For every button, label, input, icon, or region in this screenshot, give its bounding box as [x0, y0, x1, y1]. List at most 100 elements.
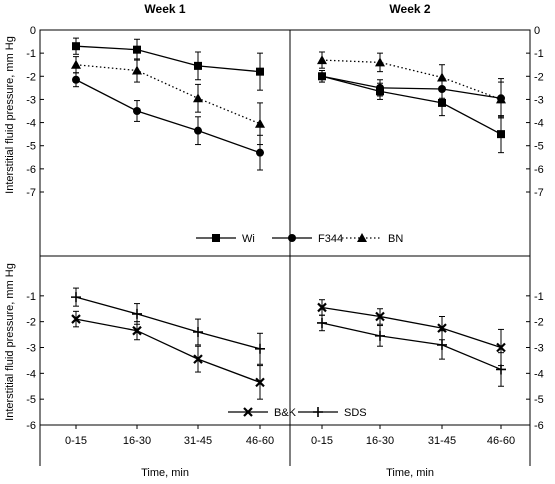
panel-bottom-left: -1 -2 -3 -4 -5 -6 0-15 16-30 31-45 46-60 [26, 287, 274, 447]
y-tick-label: -3 [26, 94, 36, 106]
series-line [321, 75, 502, 99]
panel-bottom-right: -1 -2 -3 -4 -5 -6 0-15 16-30 31-45 46-60 [311, 291, 544, 447]
y-tick-label: -2 [26, 317, 36, 329]
y-tick-label: -1 [534, 291, 544, 303]
legend-marker [288, 234, 296, 242]
y-tick-label: -6 [534, 164, 544, 176]
legend-label: B&K [274, 407, 297, 419]
panel-top-left: 0 -1 -2 -3 -4 -5 -6 -7 [26, 25, 265, 199]
panel-frames [39, 29, 531, 466]
data-point [132, 325, 142, 336]
legend-SDS: SDS [298, 407, 367, 419]
series-B&K [317, 299, 506, 367]
series-BN [317, 51, 506, 118]
y-tick-label: -6 [26, 164, 36, 176]
data-point [256, 148, 264, 157]
series-line [321, 59, 502, 101]
data-point [132, 308, 142, 319]
data-point [194, 126, 202, 135]
y-tick-label: -1 [534, 48, 544, 60]
series-line [321, 306, 502, 349]
y-tick-label: -2 [534, 71, 544, 83]
y-tick-label: -3 [26, 343, 36, 355]
data-point [255, 118, 265, 128]
series-line [75, 296, 261, 350]
data-point [71, 314, 81, 324]
y-tick-label: -6 [26, 420, 36, 432]
y-tick-label: -2 [534, 317, 544, 329]
x-tick-label: 31-45 [428, 435, 456, 447]
y-tick-label: -4 [534, 118, 544, 130]
data-point [437, 72, 447, 82]
series-Wi [72, 37, 264, 91]
legend-marker [313, 407, 323, 417]
y-tick-label: -5 [534, 394, 544, 406]
legend-label: F344 [318, 233, 343, 245]
y-tick-label: 0 [534, 25, 540, 37]
y-tick-label: -5 [26, 141, 36, 153]
data-point [497, 130, 505, 139]
data-point [72, 75, 80, 84]
right-xlabel: Time, min [386, 467, 434, 479]
y-tick-label: -2 [26, 71, 36, 83]
legend-label: BN [388, 233, 403, 245]
series-SDS [71, 287, 265, 365]
data-point [375, 311, 385, 322]
data-point [375, 57, 385, 67]
y-tick-label: -1 [26, 291, 36, 303]
data-point [193, 93, 203, 103]
bottom-ylabel: Interstitial fluid pressure, mm Hg [4, 263, 16, 421]
data-point [496, 94, 506, 104]
x-tick-label: 31-45 [184, 435, 212, 447]
data-point [376, 83, 384, 92]
series-F344 [72, 72, 264, 171]
data-point [72, 42, 80, 51]
data-point [71, 59, 81, 69]
data-point [193, 327, 203, 337]
x-tick-label: 0-15 [65, 435, 87, 447]
y-tick-label: -4 [26, 368, 36, 380]
data-point [194, 61, 202, 70]
x-tick-label: 46-60 [487, 435, 515, 447]
legend-label: SDS [344, 407, 367, 419]
x-tick-label: 16-30 [123, 435, 151, 447]
data-point [496, 364, 506, 375]
series-F344 [318, 70, 505, 119]
legend-marker [243, 407, 253, 417]
series-B&K [71, 310, 265, 400]
data-point [133, 45, 141, 54]
data-point [318, 72, 326, 81]
data-point [437, 339, 447, 350]
left-xlabel: Time, min [141, 467, 189, 479]
y-tick-label: -7 [26, 187, 36, 199]
y-tick-label: -5 [26, 394, 36, 406]
y-tick-label: -3 [534, 343, 544, 355]
data-point [496, 342, 506, 353]
legend-marker [357, 233, 367, 242]
data-point [255, 377, 265, 388]
top-ylabel: Interstitial fluid pressure, mm Hg [4, 36, 16, 194]
series-line [321, 75, 502, 135]
data-point [193, 354, 203, 364]
week1-title: Week 1 [144, 2, 185, 16]
series-line [75, 45, 261, 73]
y-tick-label: -6 [534, 420, 544, 432]
series-SDS [317, 314, 506, 387]
outer-frame [39, 29, 531, 426]
panels: 0 -1 -2 -3 -4 -5 -6 -7 0 -1 -2 -3 -4 -5 -6 -7 -1 -2 -3 -4 -5… [26, 25, 544, 447]
series-line [75, 79, 261, 154]
y-tick-label: -7 [534, 187, 544, 199]
y-tick-label: -5 [534, 141, 544, 153]
y-tick-label: 0 [30, 25, 36, 37]
panel-top-right: 0 -1 -2 -3 -4 -5 -6 -7 [317, 25, 544, 199]
series-Wi [318, 70, 505, 154]
y-tick-label: -3 [534, 94, 544, 106]
legend-BN: BN [342, 233, 403, 245]
data-point [317, 55, 327, 65]
data-point [317, 302, 327, 313]
legend-F344: F344 [272, 233, 343, 245]
series-line [75, 318, 261, 383]
x-tick-label: 0-15 [311, 435, 333, 447]
legend-Wi: Wi [196, 233, 255, 245]
